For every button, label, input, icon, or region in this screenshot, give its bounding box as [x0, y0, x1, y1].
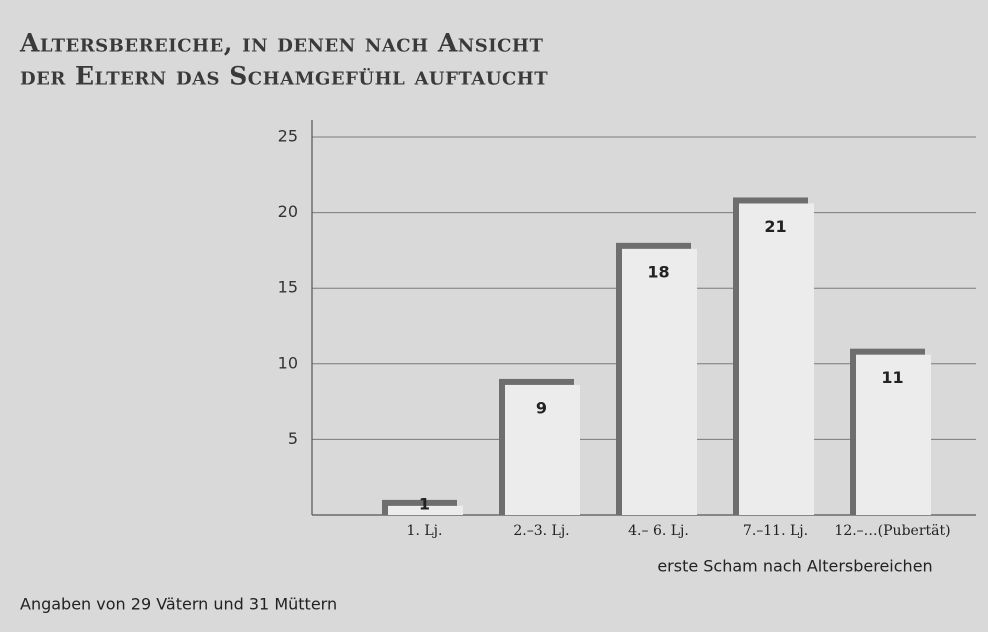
bar: [739, 203, 814, 516]
y-tick-label: 5: [288, 429, 298, 448]
value-label: 1: [419, 495, 430, 514]
footnote: Angaben von 29 Vätern und 31 Müttern: [20, 595, 337, 614]
x-tick-label: 4.– 6. Lj.: [628, 523, 689, 539]
chart-title: Altersbereiche, in denen nach Ansicht: [19, 29, 543, 58]
y-tick-label: 25: [278, 127, 298, 146]
bar: [505, 384, 580, 515]
y-tick-label: 15: [278, 278, 298, 297]
y-tick-label: 10: [278, 353, 298, 372]
bar: [856, 354, 931, 515]
x-tick-label: 1. Lj.: [407, 523, 443, 539]
bar: [388, 505, 463, 515]
value-label: 18: [647, 262, 669, 281]
x-axis-label: erste Scham nach Altersbereichen: [657, 557, 932, 576]
chart-title: der Eltern das Schamgefühl auftaucht: [20, 62, 548, 91]
x-tick-label: 7.–11. Lj.: [743, 523, 808, 539]
x-tick-label: 12.–…(Pubertät): [834, 523, 950, 539]
bar: [622, 248, 697, 515]
value-label: 21: [764, 217, 786, 236]
x-tick-label: 2.–3. Lj.: [513, 523, 569, 539]
value-label: 9: [536, 398, 547, 417]
value-label: 11: [881, 368, 903, 387]
y-tick-label: 20: [278, 202, 298, 221]
